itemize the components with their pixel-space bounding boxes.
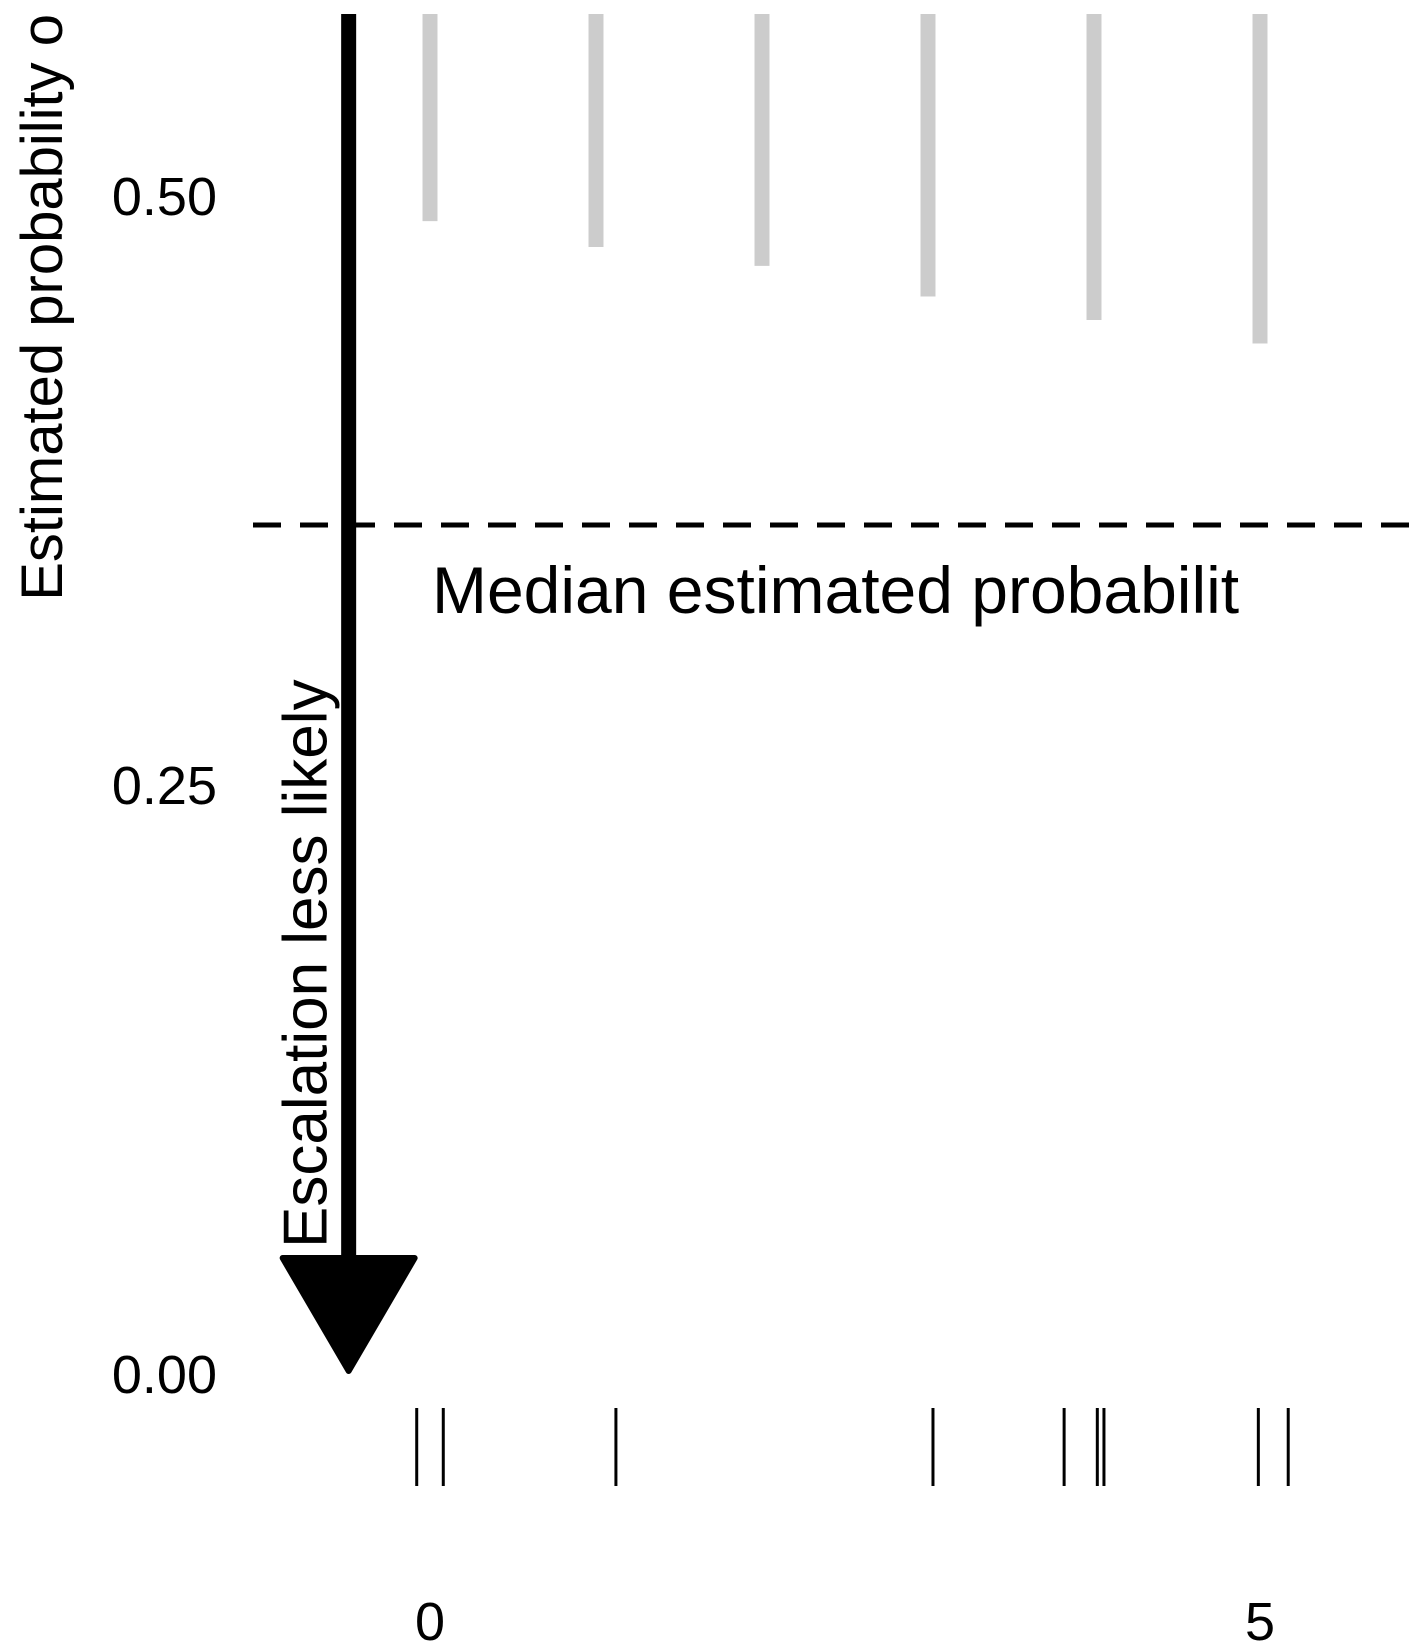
y-tick-label: 0.50: [112, 167, 217, 227]
median-label: Median estimated probabilit: [432, 553, 1239, 627]
interval-bars: [422, 14, 1268, 344]
median-reference: Median estimated probabilit: [253, 522, 1423, 627]
y-axis: 0.00 0.25 0.50: [112, 167, 217, 1405]
y-tick-label: 0.25: [112, 756, 217, 816]
arrow-head: [279, 1255, 418, 1374]
y-tick-label: 0.00: [112, 1345, 217, 1405]
x-tick-label: 0: [415, 1592, 445, 1643]
direction-arrow: Escalation less likely: [272, 14, 418, 1374]
rug-marks: [415, 1408, 1290, 1486]
x-tick-label: 5: [1245, 1592, 1275, 1643]
arrow-label: Escalation less likely: [272, 679, 341, 1248]
y-axis-title: Estimated probability o: [10, 14, 75, 601]
